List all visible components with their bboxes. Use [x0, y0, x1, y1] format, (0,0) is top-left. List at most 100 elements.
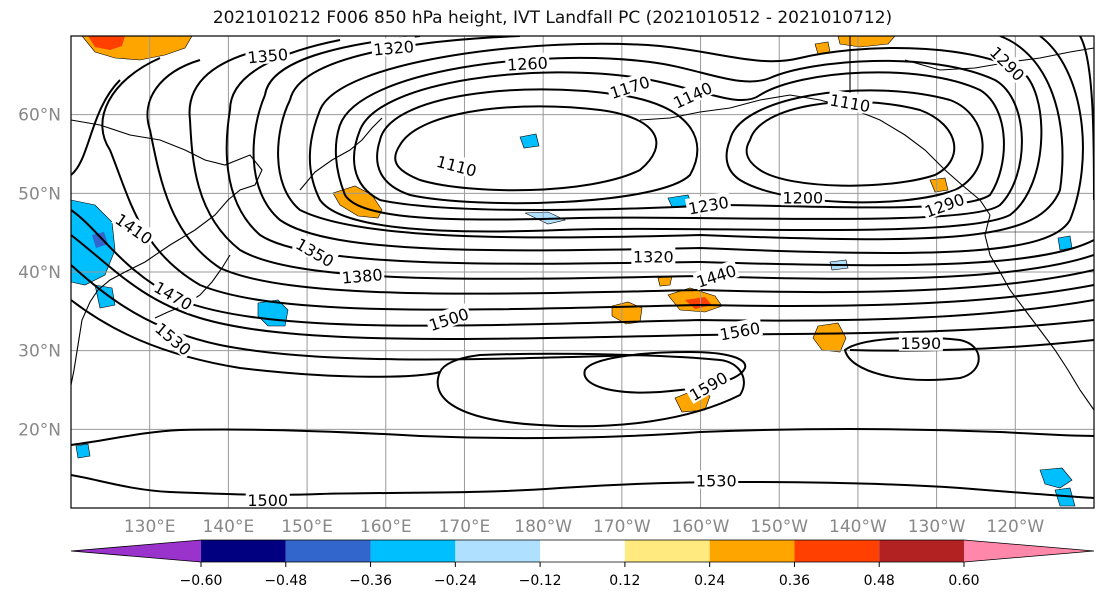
- colorbar-segment: [285, 540, 371, 562]
- colorbar-segment: [455, 540, 541, 562]
- longitude-tick-label: 180°W: [514, 517, 572, 537]
- contour-label-text: 1350: [247, 45, 289, 67]
- longitude-tick-label: 130°E: [124, 517, 176, 537]
- contour-label-text: 1380: [341, 265, 383, 287]
- colorbar: −0.60 −0.48 −0.36 −0.24 −0.12 0.12 0.24 0.36 0.4…: [70, 539, 1095, 589]
- height-contour: [71, 299, 441, 378]
- colorbar-segment: [71, 540, 201, 562]
- latitude-tick-label: 60°N: [18, 106, 61, 126]
- colorbar-tick-label: 0.60: [948, 573, 979, 589]
- contour-label-text: 1530: [696, 471, 737, 490]
- contour-label-bg: [111, 207, 158, 248]
- contour-label: 1530: [694, 470, 739, 490]
- contour-label-bg: [150, 275, 198, 314]
- longitude-tick-label: 150°W: [750, 517, 808, 537]
- contour-label-bg: [694, 470, 739, 489]
- longitude-tick-label: 130°W: [908, 517, 966, 537]
- colorbar-tick-label: −0.60: [180, 573, 223, 589]
- latitude-tick-label: 40°N: [18, 263, 61, 283]
- map-title: 2021010212 F006 850 hPa height, IVT Land…: [212, 8, 893, 28]
- latitude-labels: 20°N 30°N 40°N 50°N 60°N: [18, 106, 61, 441]
- contour-label-text: 1260: [507, 53, 549, 74]
- contour-label-bg: [433, 150, 481, 180]
- longitude-tick-label: 140°E: [203, 517, 255, 537]
- height-contour: [71, 474, 1094, 499]
- colorbar-tick-label: 0.24: [694, 573, 725, 589]
- contour-label-bg: [151, 317, 197, 360]
- height-contour: [745, 101, 956, 187]
- contour-label-bg: [826, 89, 874, 115]
- colorbar-segment: [709, 540, 795, 562]
- contour-label-bg: [504, 52, 550, 73]
- colorbar-tick-label: 0.36: [779, 573, 810, 589]
- latitude-tick-label: 20°N: [18, 420, 61, 440]
- contour-label-text: 1320: [373, 37, 415, 59]
- colorbar-tick-label: 0.48: [864, 573, 895, 589]
- height-contour: [277, 36, 1064, 241]
- height-contour: [843, 336, 980, 381]
- contour-label-bg: [716, 317, 763, 343]
- colorbar-segment: [201, 540, 286, 562]
- contour-label-bg: [339, 264, 385, 286]
- contour-label: 1260: [504, 52, 550, 75]
- contour-label: 1320: [370, 36, 417, 60]
- contour-label: 1350: [244, 43, 291, 67]
- height-contour: [71, 264, 1094, 361]
- contour-label-bg: [692, 259, 740, 291]
- height-contour: [583, 350, 747, 394]
- negative-anomaly-patch: [519, 133, 540, 149]
- negative-anomaly-patch: [1057, 235, 1073, 251]
- longitude-labels: 130°E 140°E 150°E 160°E 170°E 180°W 170°W 160°W…: [124, 517, 1045, 537]
- height-contour: [725, 89, 984, 204]
- contour-label-bg: [605, 70, 654, 102]
- contour-label-text: 1500: [247, 491, 288, 510]
- positive-anomaly-patch: [812, 322, 847, 353]
- height-contour: [308, 42, 1043, 233]
- colorbar-tick-label: −0.12: [519, 573, 562, 589]
- contour-label-bg: [780, 187, 825, 206]
- height-contour: [394, 105, 658, 192]
- asia-coastline: [71, 119, 263, 386]
- kamchatka-coastline: [299, 117, 383, 191]
- longitude-tick-label: 120°W: [986, 517, 1044, 537]
- contour-label: 1500: [245, 490, 290, 510]
- contour-label: 1320: [631, 246, 676, 266]
- contour-label-text: 1320: [633, 247, 674, 266]
- colorbar-segment: [624, 540, 710, 562]
- negative-anomaly-patch: [1039, 467, 1073, 489]
- longitude-tick-label: 160°E: [360, 517, 412, 537]
- contour-label-bg: [920, 188, 968, 221]
- negative-anomaly-core: [92, 232, 108, 248]
- positive-anomaly-patch: [929, 177, 949, 193]
- positive-anomaly-core: [88, 36, 125, 50]
- contour-label-bg: [684, 366, 732, 404]
- contour-label-text: 1200: [782, 188, 823, 207]
- contour-label-bg: [898, 332, 943, 351]
- colorbar-tick-label: −0.36: [349, 573, 392, 589]
- longitude-tick-label: 170°W: [593, 517, 651, 537]
- positive-anomaly-patch: [837, 36, 896, 48]
- contour-label-bg: [986, 40, 1031, 85]
- contour-label-bg: [668, 76, 716, 112]
- colorbar-tick-label: 0.12: [609, 573, 640, 589]
- contour-label-bg: [424, 302, 473, 334]
- contour-label-bg: [370, 36, 417, 58]
- longitude-tick-label: 160°W: [672, 517, 730, 537]
- longitude-tick-label: 170°E: [439, 517, 491, 537]
- map-frame: [70, 35, 1095, 509]
- height-contour: [436, 352, 745, 428]
- height-contour: [71, 428, 1094, 446]
- height-contour: [71, 79, 1094, 327]
- longitude-tick-label: 140°W: [829, 517, 887, 537]
- longitude-tick-label: 150°E: [281, 517, 333, 537]
- colorbar-segment: [879, 540, 964, 562]
- colorbar-segment: [370, 540, 456, 562]
- colorbar-segment: [794, 540, 880, 562]
- negative-anomaly-patch: [75, 443, 91, 459]
- contour-label-text: 1590: [901, 334, 942, 353]
- contour-label-bg: [685, 191, 732, 217]
- height-contour: [376, 88, 699, 205]
- contour-label-bg: [291, 232, 339, 271]
- height-contour: [146, 59, 1094, 295]
